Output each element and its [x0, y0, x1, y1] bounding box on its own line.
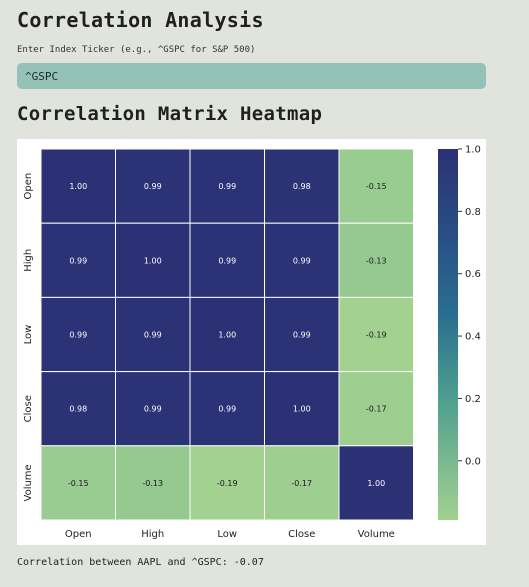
heatmap-cell-open-open [40, 148, 116, 224]
heatmap-value-label: 0.99 [144, 182, 162, 191]
heatmap-value-label: 1.00 [293, 405, 311, 414]
col-label-open: Open [65, 529, 92, 540]
colorbar-tick-label: 0.0 [465, 456, 481, 467]
heatmap-cell-low-volume [338, 296, 414, 373]
heatmap-value-label: 0.98 [293, 182, 311, 191]
heatmap-value-label: 0.99 [293, 331, 311, 340]
correlation-result: Correlation between AAPL and ^GSPC: -0.0… [17, 557, 264, 568]
heatmap-value-label: 0.99 [144, 405, 162, 414]
colorbar-tick-label: 1.0 [465, 145, 481, 156]
page-title: Correlation Analysis [17, 8, 264, 32]
heatmap-value-label: -0.17 [366, 405, 387, 414]
colorbar-tick-label: 0.8 [465, 207, 481, 218]
row-label-volume: Volume [23, 464, 34, 501]
heatmap-value-label: 0.99 [69, 256, 87, 265]
heatmap-cell-low-close [264, 296, 340, 373]
row-label-low: Low [23, 325, 34, 345]
heatmap-cell-close-open [40, 371, 116, 447]
col-label-high: High [141, 529, 164, 540]
heatmap-value-label: 0.99 [69, 331, 87, 340]
heatmap-value-label: 0.99 [218, 405, 236, 414]
col-label-close: Close [288, 529, 315, 540]
heatmap-value-label: 1.00 [69, 182, 87, 191]
heatmap-cell-open-low [189, 148, 265, 224]
heatmap-cell-volume-open [40, 445, 116, 521]
heatmap-value-label: -0.15 [366, 182, 387, 191]
heatmap-value-label: -0.19 [366, 331, 387, 340]
heatmap-cell-open-volume [338, 148, 414, 224]
heatmap-value-label: -0.15 [68, 479, 89, 488]
row-label-high: High [23, 249, 34, 272]
heatmap-value-label: -0.13 [366, 256, 387, 265]
heatmap-value-label: 0.99 [218, 182, 236, 191]
heatmap-cell-close-low [189, 371, 265, 447]
colorbar-tick-label: 0.6 [465, 269, 481, 280]
heatmap-cell-low-high [115, 296, 191, 373]
colorbar [438, 149, 458, 520]
col-label-volume: Volume [358, 529, 395, 540]
correlation-heatmap: 1.00 0.99 0.99 0.98 -0.15 0.99 1.00 0.99 0.99 -0.… [23, 145, 481, 541]
heatmap-value-label: 1.00 [144, 256, 162, 265]
heatmap-cell-open-high [115, 148, 191, 224]
heatmap-figure: 1.00 0.99 0.99 0.98 -0.15 0.99 1.00 0.99 0.99 -0.… [17, 139, 486, 545]
heatmap-cell-volume-volume [338, 445, 414, 521]
heatmap-cell-volume-high [115, 445, 191, 521]
ticker-input[interactable] [17, 63, 486, 89]
heatmap-heading: Correlation Matrix Heatmap [17, 103, 323, 125]
heatmap-cell-open-close [264, 148, 340, 224]
heatmap-value-label: 1.00 [218, 331, 236, 340]
heatmap-value-label: -0.19 [217, 479, 238, 488]
heatmap-cell-high-open [40, 222, 116, 298]
heatmap-value-label: -0.13 [142, 479, 163, 488]
row-label-close: Close [23, 395, 34, 422]
ticker-input-label: Enter Index Ticker (e.g., ^GSPC for S&P … [17, 45, 256, 55]
heatmap-value-label: 0.98 [69, 405, 87, 414]
heatmap-value-label: 1.00 [367, 479, 385, 488]
heatmap-value-label: 0.99 [293, 256, 311, 265]
heatmap-cell-volume-low [189, 445, 265, 521]
row-label-open: Open [23, 173, 34, 200]
heatmap-value-label: 0.99 [144, 331, 162, 340]
heatmap-cell-close-volume [338, 371, 414, 447]
heatmap-cell-high-volume [338, 222, 414, 298]
heatmap-cell-close-close [264, 371, 340, 447]
colorbar-tick-label: 0.2 [465, 394, 481, 405]
heatmap-value-label: 0.99 [218, 256, 236, 265]
col-label-low: Low [217, 529, 237, 540]
heatmap-cell-high-low [189, 222, 265, 298]
heatmap-cell-low-low [189, 296, 265, 373]
heatmap-value-label: -0.17 [291, 479, 312, 488]
heatmap-cell-close-high [115, 371, 191, 447]
colorbar-tick-label: 0.4 [465, 332, 481, 343]
